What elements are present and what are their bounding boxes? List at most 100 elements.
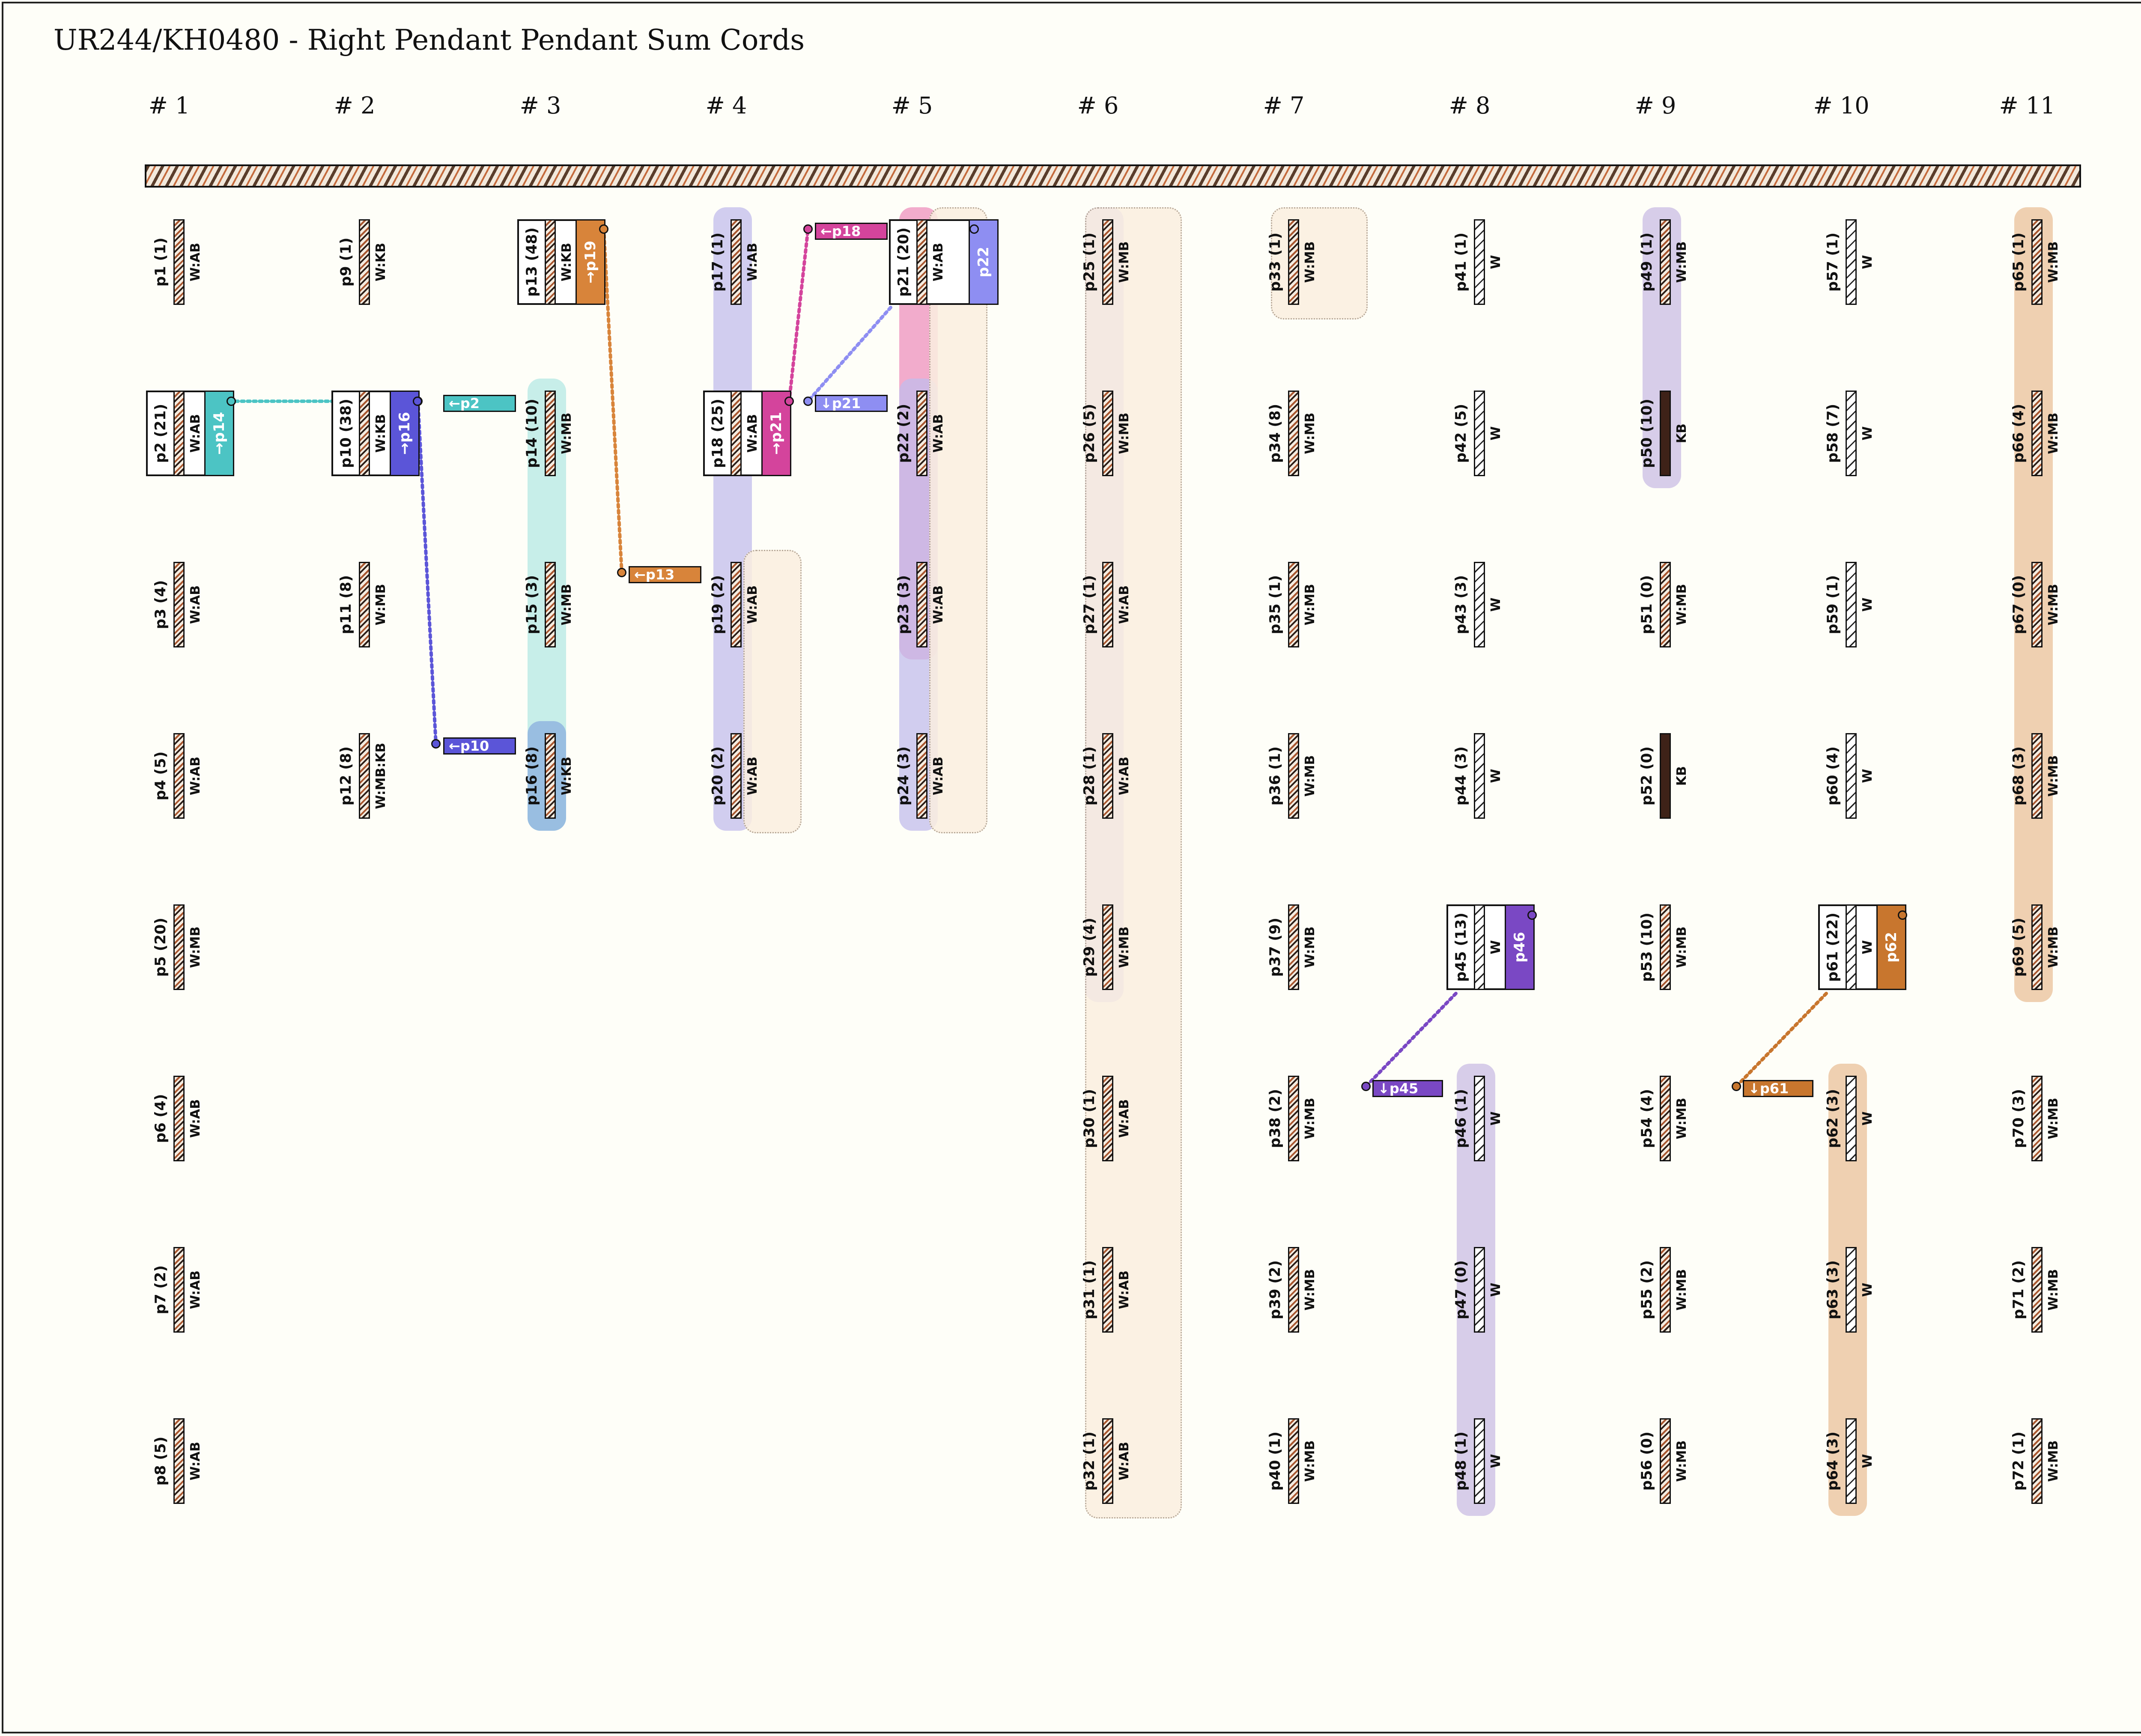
cord-label: p10 (38)	[337, 399, 355, 468]
knot-strip	[1660, 904, 1671, 990]
knot-strip	[1846, 733, 1857, 819]
cord-attribute: W:MB	[1674, 1098, 1689, 1139]
knot-strip	[173, 904, 185, 990]
sum-target-label: p62	[1883, 932, 1900, 963]
cord-attribute: W:MB	[2046, 584, 2061, 626]
knot-strip	[1660, 1076, 1671, 1161]
cord-label: p30 (1)	[1081, 1089, 1098, 1148]
cord-label: p27 (1)	[1081, 575, 1098, 635]
cord-label: p7 (2)	[152, 1265, 169, 1315]
cord-attribute: W	[1860, 769, 1875, 783]
cord-attribute: W:MB	[1674, 926, 1689, 968]
group-header: # 1	[148, 92, 190, 119]
cord-attribute: W:MB	[1674, 1440, 1689, 1482]
cord-label: p56 (0)	[1638, 1431, 1655, 1491]
knot-strip	[2031, 1076, 2043, 1161]
cord-label: p23 (3)	[895, 575, 912, 635]
cord-label: p38 (2)	[1267, 1089, 1284, 1148]
cord-attribute: W:MB	[373, 584, 388, 626]
knot-strip	[731, 733, 742, 819]
cord-attribute: W	[1488, 426, 1503, 441]
sum-link-pill: ←p2	[443, 395, 516, 412]
knot-strip	[1660, 1247, 1671, 1333]
cord-attribute: W:AB	[188, 242, 203, 282]
cord-attribute: W:MB	[1303, 1440, 1318, 1482]
cord-attribute: W:MB	[1117, 926, 1132, 968]
knot-strip	[916, 219, 927, 305]
cord-attribute: W:AB	[188, 414, 203, 453]
sum-target-label: →p16	[396, 412, 413, 455]
cord-attribute: W:AB	[931, 585, 946, 624]
sum-link-pill: ←p13	[629, 566, 701, 583]
cord-label: p16 (8)	[523, 746, 540, 806]
cord-label: p59 (1)	[1824, 575, 1841, 635]
cord-label: p29 (4)	[1081, 917, 1098, 977]
knot-strip	[1288, 562, 1299, 647]
link-end-dot	[1898, 910, 1907, 920]
cord-attribute: W:AB	[188, 1270, 203, 1309]
link-start-dot	[803, 224, 813, 234]
cord-attribute: KB	[1674, 766, 1689, 786]
cord-label: p2 (21)	[152, 403, 169, 463]
cord-attribute: W:MB:KB	[373, 743, 388, 809]
cord-attribute: W:AB	[745, 756, 760, 796]
sum-target-label: →p14	[211, 412, 228, 455]
cord-attribute: W:AB	[1117, 1270, 1132, 1309]
cord-attribute: W:AB	[931, 756, 946, 796]
sum-link-pill: ↓p21	[815, 395, 888, 412]
cord-label: p40 (1)	[1267, 1431, 1284, 1491]
cord-label: p54 (4)	[1638, 1089, 1655, 1148]
group-header: # 6	[1077, 92, 1119, 119]
link-end-dot	[599, 224, 608, 234]
knot-strip	[1846, 391, 1857, 476]
knot-strip	[1102, 1076, 1113, 1161]
cord-label: p48 (1)	[1452, 1431, 1470, 1491]
knot-strip	[1102, 904, 1113, 990]
cord-attribute: W	[1488, 769, 1503, 783]
cord-attribute: W:MB	[1303, 412, 1318, 454]
cord-label: p67 (0)	[2010, 575, 2027, 635]
cord-attribute: W	[1860, 597, 1875, 612]
knot-strip	[1102, 391, 1113, 476]
cord-attribute: W:MB	[559, 412, 574, 454]
cord-label: p60 (4)	[1824, 746, 1841, 806]
cord-attribute: W	[1860, 1283, 1875, 1297]
knot-strip	[173, 733, 185, 819]
cord-label: p47 (0)	[1452, 1260, 1470, 1320]
group-header: # 10	[1813, 92, 1870, 119]
cord-attribute: W:MB	[2046, 412, 2061, 454]
cord-label: p28 (1)	[1081, 746, 1098, 806]
cord-label: p22 (2)	[895, 403, 912, 463]
cord-attribute: W	[1860, 255, 1875, 269]
knot-strip	[1660, 562, 1671, 647]
cord-label: p34 (8)	[1267, 403, 1284, 463]
cord-attribute: W:AB	[931, 414, 946, 453]
knot-strip	[1846, 1247, 1857, 1333]
cord-label: p50 (10)	[1638, 399, 1655, 468]
cord-label: p52 (0)	[1638, 746, 1655, 806]
knot-strip	[2031, 391, 2043, 476]
cord-attribute: W:MB	[559, 584, 574, 626]
knot-strip	[173, 219, 185, 305]
cord-attribute: W:MB	[1674, 584, 1689, 626]
knot-strip	[2031, 1418, 2043, 1504]
knot-strip	[545, 733, 556, 819]
knot-strip	[173, 562, 185, 647]
group-header: # 3	[519, 92, 561, 119]
knot-strip	[1660, 1418, 1671, 1504]
knot-strip	[916, 733, 927, 819]
cord-label: p31 (1)	[1081, 1260, 1098, 1320]
cord-attribute: W:AB	[745, 585, 760, 624]
cord-attribute: W:MB	[2046, 1269, 2061, 1311]
knot-strip	[1102, 219, 1113, 305]
cord-label: p42 (5)	[1452, 403, 1470, 463]
cord-label: p39 (2)	[1267, 1260, 1284, 1320]
cord-label: p21 (20)	[895, 227, 912, 297]
knot-strip	[173, 391, 185, 476]
cord-attribute: W	[1488, 255, 1503, 269]
knot-strip	[916, 391, 927, 476]
cord-label: p20 (2)	[709, 746, 726, 806]
knot-strip	[2031, 904, 2043, 990]
cord-label: p13 (48)	[523, 227, 540, 297]
cord-label: p24 (3)	[895, 746, 912, 806]
